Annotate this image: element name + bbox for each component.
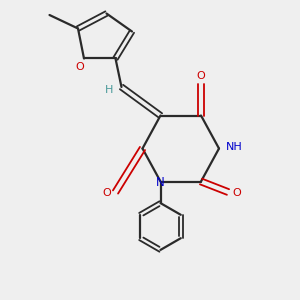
Text: N: N bbox=[156, 176, 165, 189]
Text: O: O bbox=[232, 188, 241, 199]
Text: O: O bbox=[196, 70, 206, 81]
Text: O: O bbox=[103, 188, 112, 199]
Text: O: O bbox=[75, 61, 84, 72]
Text: NH: NH bbox=[226, 142, 242, 152]
Text: H: H bbox=[105, 85, 113, 95]
